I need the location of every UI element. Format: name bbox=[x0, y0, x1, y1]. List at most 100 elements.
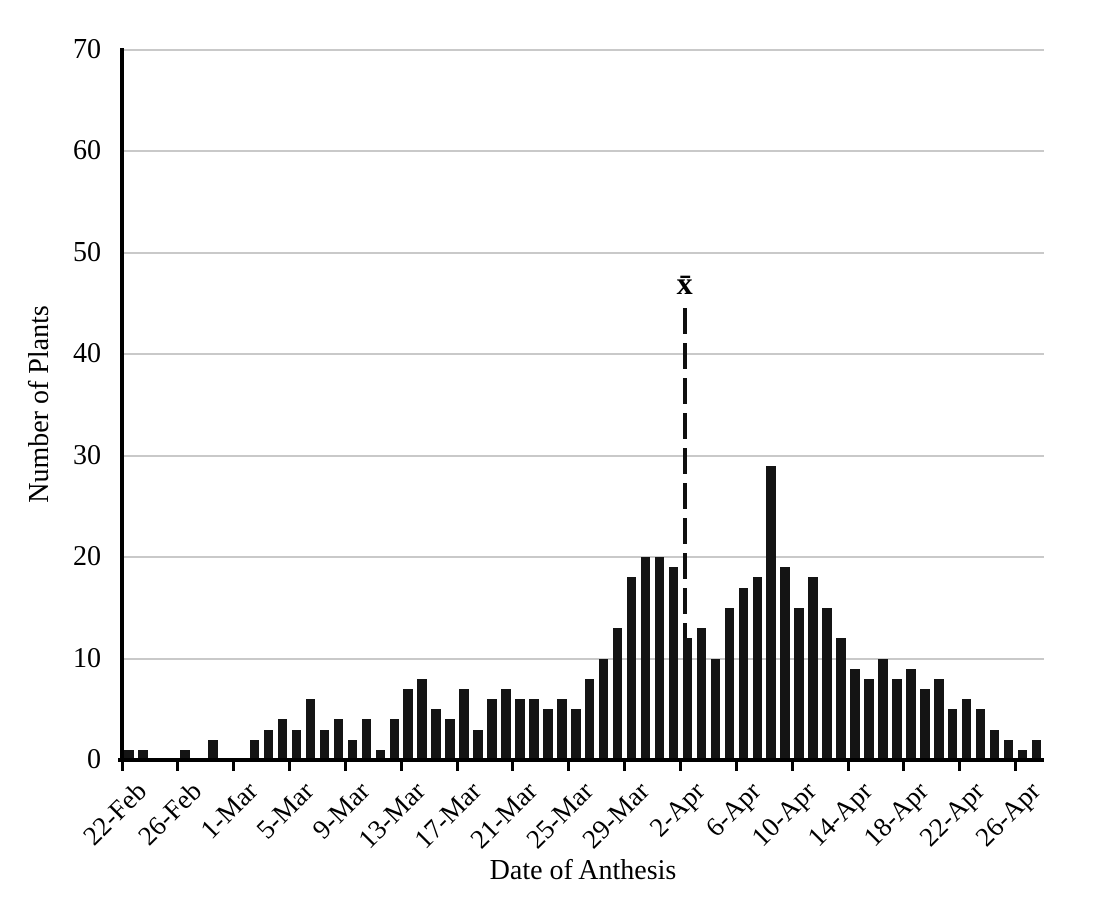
gridline bbox=[122, 657, 1044, 660]
bar bbox=[612, 628, 623, 758]
gridline bbox=[122, 353, 1044, 356]
x-tick-label: 5-Mar bbox=[250, 775, 320, 845]
x-tick bbox=[846, 761, 850, 771]
y-tick-label: 20 bbox=[73, 541, 101, 573]
bar bbox=[180, 749, 190, 758]
bar bbox=[822, 607, 832, 758]
bar bbox=[1003, 739, 1014, 758]
mean-dashed-line bbox=[682, 308, 687, 758]
x-tick bbox=[902, 761, 906, 771]
bar bbox=[487, 699, 497, 758]
bar bbox=[473, 729, 483, 758]
bar bbox=[808, 577, 818, 758]
x-tick bbox=[176, 761, 180, 771]
bar bbox=[389, 719, 399, 758]
bar bbox=[501, 689, 511, 758]
x-tick bbox=[623, 761, 627, 771]
bar bbox=[989, 729, 1000, 758]
x-tick-label: 22-Feb bbox=[76, 775, 152, 851]
bar bbox=[738, 587, 749, 758]
x-tick bbox=[958, 761, 962, 771]
bar bbox=[445, 719, 455, 758]
bar bbox=[571, 709, 581, 758]
y-tick-label: 50 bbox=[73, 236, 101, 268]
bar bbox=[375, 749, 386, 758]
bar bbox=[724, 607, 735, 758]
bar bbox=[682, 638, 693, 758]
gridline bbox=[122, 454, 1044, 457]
bar bbox=[598, 658, 609, 758]
bar bbox=[515, 699, 525, 758]
bar bbox=[696, 628, 707, 758]
y-tick-label: 70 bbox=[73, 34, 101, 65]
bar bbox=[766, 465, 776, 758]
bar bbox=[780, 567, 790, 758]
bar bbox=[752, 577, 763, 758]
bar bbox=[557, 699, 567, 758]
y-axis-title: Number of Plants bbox=[24, 305, 55, 503]
bar bbox=[878, 658, 888, 758]
bar bbox=[640, 557, 651, 758]
x-tick bbox=[455, 761, 459, 771]
bar bbox=[892, 678, 902, 758]
bar bbox=[710, 658, 721, 758]
y-tick-label: 60 bbox=[73, 135, 101, 167]
y-tick-label: 30 bbox=[73, 439, 101, 471]
bar bbox=[920, 689, 930, 758]
bar bbox=[864, 678, 874, 758]
gridline bbox=[122, 150, 1044, 153]
x-axis-title: Date of Anthesis bbox=[489, 855, 677, 886]
gridline bbox=[122, 49, 1044, 51]
x-tick bbox=[734, 761, 738, 771]
bar bbox=[668, 567, 679, 758]
x-tick bbox=[343, 761, 347, 771]
bar bbox=[906, 668, 916, 758]
bar bbox=[291, 729, 302, 758]
bar bbox=[361, 719, 372, 758]
bar bbox=[934, 678, 944, 758]
bar bbox=[403, 689, 413, 758]
y-tick-label: 10 bbox=[73, 642, 101, 674]
x-tick bbox=[288, 761, 292, 771]
bar bbox=[529, 699, 539, 758]
bar bbox=[208, 739, 218, 758]
x-tick bbox=[120, 761, 124, 771]
bar bbox=[794, 607, 804, 758]
y-tick-label: 40 bbox=[73, 338, 101, 370]
x-tick bbox=[1014, 761, 1018, 771]
x-tick bbox=[511, 761, 515, 771]
x-tick bbox=[399, 761, 403, 771]
bar bbox=[626, 577, 637, 758]
x-tick bbox=[567, 761, 571, 771]
bar bbox=[124, 749, 134, 758]
bar bbox=[1031, 739, 1042, 758]
bar bbox=[319, 729, 330, 758]
bar bbox=[836, 638, 846, 758]
bar bbox=[333, 719, 344, 758]
bar bbox=[305, 699, 316, 758]
bar bbox=[417, 678, 427, 758]
gridline bbox=[122, 556, 1044, 559]
y-tick-label: 0 bbox=[87, 744, 101, 775]
bar bbox=[961, 699, 972, 758]
bar bbox=[277, 719, 288, 758]
bar bbox=[975, 709, 986, 758]
x-tick-label: 2-Apr bbox=[643, 775, 711, 843]
bar bbox=[543, 709, 553, 758]
x-tick bbox=[790, 761, 794, 771]
bar bbox=[138, 749, 148, 758]
x-axis-line bbox=[118, 758, 1044, 762]
mean-marker-label: x̄ bbox=[676, 265, 693, 301]
gridline bbox=[122, 251, 1044, 254]
bar bbox=[584, 678, 595, 758]
bar bbox=[431, 709, 441, 758]
bar bbox=[850, 668, 860, 758]
bar bbox=[263, 729, 274, 758]
x-tick-label: 1-Mar bbox=[194, 775, 264, 845]
bar bbox=[1017, 749, 1028, 758]
x-tick bbox=[678, 761, 682, 771]
bar bbox=[459, 689, 469, 758]
bar bbox=[947, 709, 958, 758]
